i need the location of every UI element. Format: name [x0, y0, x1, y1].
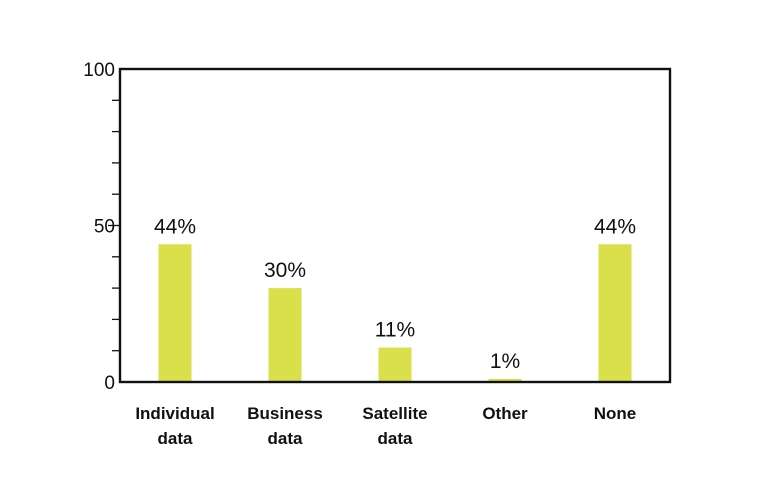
- bar: [268, 288, 302, 382]
- x-category-label: None: [594, 404, 637, 423]
- x-category-label: Business: [247, 404, 323, 423]
- x-category-label: Individual: [135, 404, 214, 423]
- bar: [158, 244, 192, 382]
- x-category-label: Other: [482, 404, 528, 423]
- data-label: 44%: [154, 215, 196, 238]
- data-label: 30%: [264, 259, 306, 282]
- bar: [378, 347, 412, 382]
- x-category-label: Satellite: [362, 404, 427, 423]
- x-category-label: data: [268, 429, 304, 448]
- plot-frame: [118, 67, 672, 384]
- x-category-label: data: [158, 429, 194, 448]
- bar: [598, 244, 632, 382]
- data-label: 44%: [594, 215, 636, 238]
- y-tick-label: 100: [83, 60, 115, 81]
- y-tick-label: 0: [104, 373, 115, 394]
- data-label: 11%: [375, 319, 415, 342]
- data-label: 1%: [490, 350, 520, 373]
- bar: [488, 378, 522, 382]
- y-tick-label: 50: [94, 217, 115, 238]
- x-category-label: data: [378, 429, 414, 448]
